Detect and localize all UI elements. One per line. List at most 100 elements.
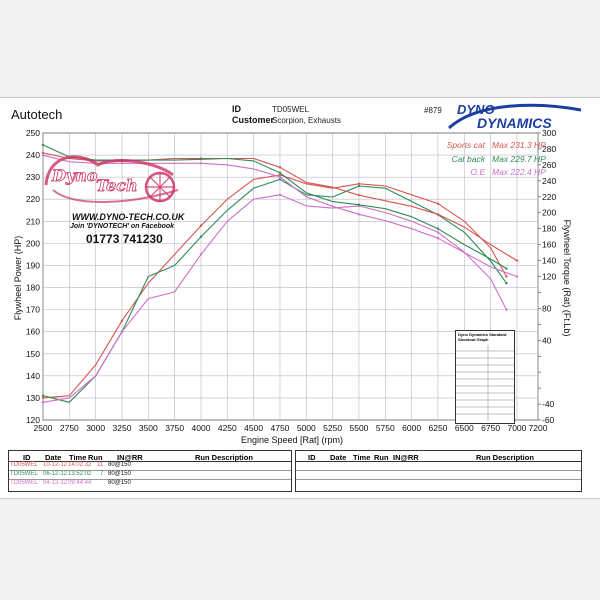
- y-tick-label: 180: [26, 283, 40, 293]
- y-tick-label: 190: [26, 260, 40, 270]
- table-row: TD05WEL 10-12-12 14:02:32 11 80@150: [10, 462, 131, 468]
- svg-text:Tech: Tech: [96, 176, 138, 195]
- y2-tick-label: 300: [542, 128, 556, 138]
- series-point: [41, 396, 45, 400]
- series-point: [357, 203, 361, 206]
- series-point: [436, 231, 440, 234]
- series-point: [278, 193, 282, 197]
- series-point: [515, 259, 519, 262]
- series-point: [41, 151, 45, 155]
- dyno-tech-watermark-logo: Dyno Tech: [44, 155, 179, 203]
- x-tick-label: 3750: [165, 423, 184, 433]
- table-row: TD05WEL 04-12-12 09:44:44 80@150: [10, 480, 131, 486]
- run-table-right: ID Date Time Run IN@RR Run Description: [295, 450, 582, 492]
- dyno-tech-phone: 01773 741230: [86, 232, 163, 246]
- customer-label: Customer: [232, 115, 275, 125]
- series-point: [120, 330, 124, 333]
- x-tick-label: 6750: [481, 423, 500, 433]
- series-point: [120, 319, 124, 322]
- series-point: [120, 162, 124, 165]
- y-tick-label: 150: [26, 349, 40, 359]
- chart-series: [41, 143, 519, 404]
- x-tick-label: 6250: [428, 423, 447, 433]
- x-tick-label: 5000: [297, 423, 316, 433]
- series-point: [278, 178, 282, 181]
- series-point: [436, 213, 440, 216]
- y-tick-label: 250: [26, 128, 40, 138]
- y2-tick-label: 240: [542, 176, 556, 186]
- x-axis-label: Engine Speed [Rat] (rpm): [241, 435, 343, 445]
- series-point: [357, 193, 361, 197]
- y2-tick-label: 160: [542, 240, 556, 250]
- x-tick-label: 7200: [529, 423, 548, 433]
- col-id: ID: [23, 453, 31, 462]
- y2-axis-label: Flywheel Torque (Rat) (Ft.Lb): [562, 220, 572, 337]
- series-point: [199, 162, 203, 165]
- series-point: [199, 224, 203, 227]
- col-date: Date: [45, 453, 62, 462]
- series-point: [278, 171, 282, 175]
- y-tick-label: 120: [26, 415, 40, 425]
- y2-tick-label: 80: [542, 303, 552, 313]
- x-tick-label: 3000: [86, 423, 105, 433]
- dyno-tech-website: WWW.DYNO-TECH.CO.UK: [72, 212, 185, 222]
- id-label: ID: [232, 104, 241, 114]
- x-tick-label: 3500: [139, 423, 158, 433]
- svg-text:Dyno: Dyno: [51, 166, 98, 185]
- brand-line1: DYNO: [457, 102, 495, 117]
- y2-tick-label: -60: [542, 415, 555, 425]
- y2-tick-label: -40: [542, 399, 555, 409]
- info-panel-title: Dyno Dynamics Standard Shootout Graph: [458, 332, 507, 342]
- series-point: [436, 237, 440, 240]
- legend-max: Max 222.4 HP: [492, 167, 546, 177]
- customer-value: Scorpion, Exhausts: [272, 116, 341, 125]
- x-tick-label: 4500: [244, 423, 263, 433]
- y-axis-label: Flywheel Power (HP): [13, 236, 23, 321]
- series-point: [505, 281, 508, 285]
- dyno-tech-facebook: Join 'DYNOTECH' on Facebook: [70, 223, 175, 230]
- legend-max: Max 231.3 HP: [492, 140, 546, 150]
- shootout-info-panel: Dyno Dynamics Standard Shootout Graph: [455, 330, 515, 424]
- series-point: [278, 166, 282, 169]
- col-inrr: IN@RR: [117, 453, 143, 462]
- col-time: Time: [69, 453, 87, 462]
- chart-grid: [42, 132, 539, 421]
- series-point: [357, 182, 361, 185]
- y-tick-label: 170: [26, 305, 40, 315]
- series-point: [357, 213, 361, 216]
- x-tick-label: 5750: [376, 423, 395, 433]
- y-tick-label: 130: [26, 393, 40, 403]
- x-tick-label: 4250: [218, 423, 237, 433]
- col-run: Run: [88, 453, 103, 462]
- brand-line2: DYNAMICS: [477, 115, 552, 130]
- x-tick-label: 6000: [402, 423, 421, 433]
- legend-name: Cat back: [451, 154, 485, 164]
- x-tick-label: 4750: [271, 423, 290, 433]
- dyno-dynamics-logo: DYNO DYNAMICS: [447, 100, 583, 131]
- series-point: [199, 235, 203, 238]
- sheet-number: #879: [424, 106, 442, 115]
- x-tick-label: 7000: [507, 423, 526, 433]
- x-tick-label: 4000: [192, 423, 211, 433]
- col-date-right: Date: [330, 453, 347, 462]
- series-point: [278, 175, 282, 179]
- series-point: [41, 154, 45, 157]
- series-point: [278, 173, 282, 177]
- x-tick-label: 2750: [60, 423, 79, 433]
- y-tick-label: 200: [26, 238, 40, 248]
- series-point: [41, 143, 45, 147]
- series-point: [436, 202, 440, 205]
- series-point: [515, 275, 519, 278]
- y-tick-label: 230: [26, 172, 40, 182]
- y-tick-label: 140: [26, 371, 40, 381]
- col-time-right: Time: [353, 453, 371, 462]
- y2-tick-label: 200: [542, 208, 556, 218]
- legend-name: Sports cat: [446, 140, 485, 150]
- y2-tick-label: 260: [542, 160, 556, 170]
- series-point: [41, 401, 45, 404]
- col-run-description: Run Description: [195, 453, 253, 462]
- y2-tick-label: 180: [542, 224, 556, 234]
- series-point: [505, 267, 508, 270]
- series-point: [505, 275, 508, 278]
